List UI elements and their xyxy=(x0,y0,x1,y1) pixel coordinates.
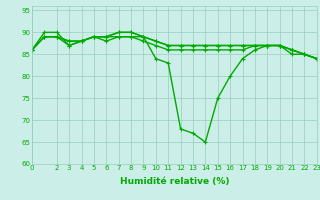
X-axis label: Humidité relative (%): Humidité relative (%) xyxy=(120,177,229,186)
